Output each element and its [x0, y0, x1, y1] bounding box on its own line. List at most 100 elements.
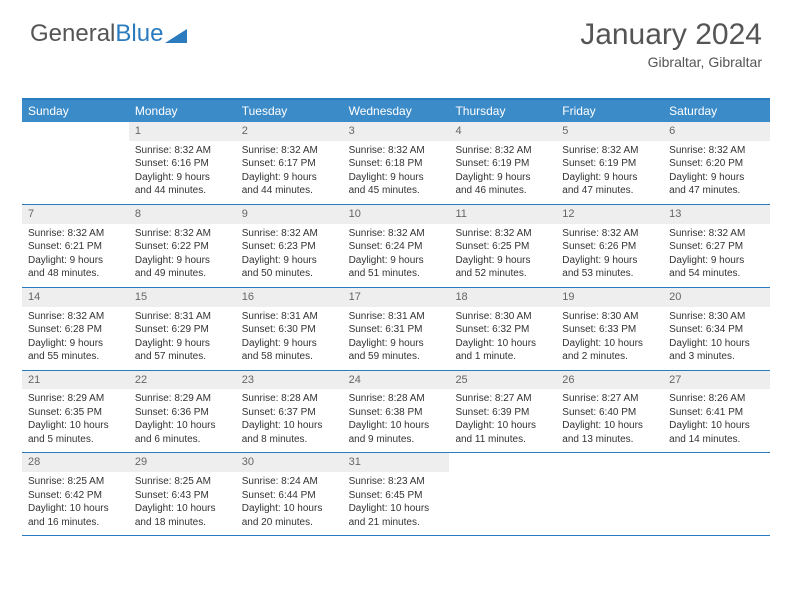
day-detail-line: Daylight: 10 hours	[669, 419, 764, 433]
day-detail-line: Sunset: 6:25 PM	[455, 240, 550, 254]
calendar-day-cell: 3Sunrise: 8:32 AMSunset: 6:18 PMDaylight…	[343, 122, 450, 204]
day-detail-line: and 44 minutes.	[242, 184, 337, 198]
header-right: January 2024 Gibraltar, Gibraltar	[580, 18, 762, 70]
calendar-day-cell	[22, 122, 129, 204]
day-detail-line: Sunrise: 8:25 AM	[135, 475, 230, 489]
day-detail-line: Sunrise: 8:30 AM	[669, 310, 764, 324]
day-details: Sunrise: 8:32 AMSunset: 6:23 PMDaylight:…	[236, 224, 343, 287]
day-details: Sunrise: 8:27 AMSunset: 6:39 PMDaylight:…	[449, 389, 556, 452]
day-detail-line: Daylight: 10 hours	[135, 419, 230, 433]
day-detail-line: and 20 minutes.	[242, 516, 337, 530]
day-detail-line: Sunset: 6:30 PM	[242, 323, 337, 337]
day-detail-line: Sunrise: 8:24 AM	[242, 475, 337, 489]
day-details: Sunrise: 8:32 AMSunset: 6:26 PMDaylight:…	[556, 224, 663, 287]
calendar-day-cell: 1Sunrise: 8:32 AMSunset: 6:16 PMDaylight…	[129, 122, 236, 204]
day-detail-line: Sunrise: 8:27 AM	[455, 392, 550, 406]
day-details: Sunrise: 8:32 AMSunset: 6:19 PMDaylight:…	[449, 141, 556, 204]
day-detail-line: Sunset: 6:26 PM	[562, 240, 657, 254]
day-details: Sunrise: 8:28 AMSunset: 6:37 PMDaylight:…	[236, 389, 343, 452]
day-number: 13	[663, 205, 770, 224]
day-details: Sunrise: 8:28 AMSunset: 6:38 PMDaylight:…	[343, 389, 450, 452]
day-detail-line: Sunrise: 8:30 AM	[562, 310, 657, 324]
location-label: Gibraltar, Gibraltar	[580, 54, 762, 70]
day-number: 19	[556, 288, 663, 307]
day-detail-line: Daylight: 9 hours	[349, 254, 444, 268]
day-detail-line: Daylight: 10 hours	[562, 337, 657, 351]
day-detail-line: Daylight: 9 hours	[242, 171, 337, 185]
day-details: Sunrise: 8:32 AMSunset: 6:27 PMDaylight:…	[663, 224, 770, 287]
day-number: 18	[449, 288, 556, 307]
calendar-day-cell: 8Sunrise: 8:32 AMSunset: 6:22 PMDaylight…	[129, 205, 236, 287]
calendar-day-cell: 15Sunrise: 8:31 AMSunset: 6:29 PMDayligh…	[129, 288, 236, 370]
day-detail-line: and 3 minutes.	[669, 350, 764, 364]
day-number: 22	[129, 371, 236, 390]
calendar-day-cell	[449, 453, 556, 535]
weekday-header: Thursday	[449, 100, 556, 122]
day-detail-line: Sunrise: 8:32 AM	[135, 144, 230, 158]
calendar-day-cell: 13Sunrise: 8:32 AMSunset: 6:27 PMDayligh…	[663, 205, 770, 287]
day-detail-line: and 53 minutes.	[562, 267, 657, 281]
weekday-header: Saturday	[663, 100, 770, 122]
day-detail-line: Daylight: 10 hours	[28, 419, 123, 433]
day-number: 24	[343, 371, 450, 390]
day-details: Sunrise: 8:29 AMSunset: 6:36 PMDaylight:…	[129, 389, 236, 452]
day-detail-line: Sunset: 6:32 PM	[455, 323, 550, 337]
day-number: 26	[556, 371, 663, 390]
day-detail-line: Daylight: 9 hours	[242, 337, 337, 351]
day-detail-line: and 47 minutes.	[669, 184, 764, 198]
weekday-header: Sunday	[22, 100, 129, 122]
day-number: 17	[343, 288, 450, 307]
day-detail-line: Sunrise: 8:32 AM	[669, 144, 764, 158]
day-number: 21	[22, 371, 129, 390]
day-details: Sunrise: 8:23 AMSunset: 6:45 PMDaylight:…	[343, 472, 450, 535]
day-detail-line: Sunset: 6:40 PM	[562, 406, 657, 420]
day-detail-line: Sunrise: 8:32 AM	[455, 227, 550, 241]
day-detail-line: and 8 minutes.	[242, 433, 337, 447]
day-detail-line: and 11 minutes.	[455, 433, 550, 447]
day-detail-line: Sunset: 6:17 PM	[242, 157, 337, 171]
day-detail-line: Daylight: 10 hours	[349, 419, 444, 433]
day-detail-line: Sunrise: 8:32 AM	[28, 310, 123, 324]
day-detail-line: and 13 minutes.	[562, 433, 657, 447]
calendar-day-cell: 7Sunrise: 8:32 AMSunset: 6:21 PMDaylight…	[22, 205, 129, 287]
calendar-day-cell: 9Sunrise: 8:32 AMSunset: 6:23 PMDaylight…	[236, 205, 343, 287]
day-detail-line: Sunrise: 8:23 AM	[349, 475, 444, 489]
day-number: 7	[22, 205, 129, 224]
day-number: 25	[449, 371, 556, 390]
calendar-week-row: 28Sunrise: 8:25 AMSunset: 6:42 PMDayligh…	[22, 453, 770, 536]
day-detail-line: and 51 minutes.	[349, 267, 444, 281]
calendar-day-cell: 10Sunrise: 8:32 AMSunset: 6:24 PMDayligh…	[343, 205, 450, 287]
day-detail-line: and 18 minutes.	[135, 516, 230, 530]
day-detail-line: Sunrise: 8:29 AM	[28, 392, 123, 406]
calendar-day-cell: 26Sunrise: 8:27 AMSunset: 6:40 PMDayligh…	[556, 371, 663, 453]
calendar-day-cell: 25Sunrise: 8:27 AMSunset: 6:39 PMDayligh…	[449, 371, 556, 453]
day-detail-line: Sunset: 6:35 PM	[28, 406, 123, 420]
day-number: 11	[449, 205, 556, 224]
day-detail-line: Sunset: 6:23 PM	[242, 240, 337, 254]
day-detail-line: Sunrise: 8:30 AM	[455, 310, 550, 324]
day-details: Sunrise: 8:26 AMSunset: 6:41 PMDaylight:…	[663, 389, 770, 452]
day-details: Sunrise: 8:32 AMSunset: 6:21 PMDaylight:…	[22, 224, 129, 287]
day-details: Sunrise: 8:32 AMSunset: 6:25 PMDaylight:…	[449, 224, 556, 287]
day-detail-line: Daylight: 9 hours	[349, 337, 444, 351]
day-detail-line: Sunset: 6:31 PM	[349, 323, 444, 337]
day-detail-line: Daylight: 9 hours	[135, 171, 230, 185]
day-detail-line: Daylight: 9 hours	[455, 171, 550, 185]
day-detail-line: Daylight: 10 hours	[455, 337, 550, 351]
day-detail-line: Daylight: 9 hours	[135, 337, 230, 351]
day-number: 4	[449, 122, 556, 141]
day-detail-line: Daylight: 9 hours	[349, 171, 444, 185]
day-detail-line: and 54 minutes.	[669, 267, 764, 281]
day-detail-line: Sunrise: 8:28 AM	[349, 392, 444, 406]
day-number: 12	[556, 205, 663, 224]
day-number: 16	[236, 288, 343, 307]
day-detail-line: Sunset: 6:21 PM	[28, 240, 123, 254]
day-number: 27	[663, 371, 770, 390]
day-detail-line: and 21 minutes.	[349, 516, 444, 530]
day-detail-line: Sunset: 6:16 PM	[135, 157, 230, 171]
day-number: 23	[236, 371, 343, 390]
day-detail-line: Sunset: 6:19 PM	[562, 157, 657, 171]
calendar-week-row: 1Sunrise: 8:32 AMSunset: 6:16 PMDaylight…	[22, 122, 770, 205]
day-details: Sunrise: 8:25 AMSunset: 6:43 PMDaylight:…	[129, 472, 236, 535]
calendar-day-cell: 17Sunrise: 8:31 AMSunset: 6:31 PMDayligh…	[343, 288, 450, 370]
